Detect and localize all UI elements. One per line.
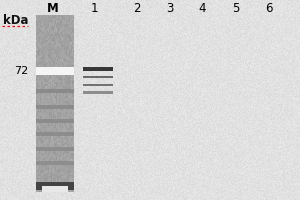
Text: M: M: [46, 2, 58, 16]
Bar: [82, 67, 112, 71]
Bar: [42, 186, 68, 192]
Text: 2: 2: [133, 2, 140, 16]
Text: 1: 1: [91, 2, 98, 16]
Bar: [36, 132, 74, 136]
Text: 4: 4: [199, 2, 206, 16]
Bar: [82, 84, 112, 86]
Bar: [36, 105, 74, 109]
Bar: [36, 182, 74, 190]
Text: kDa: kDa: [3, 15, 29, 27]
Text: 3: 3: [166, 2, 173, 16]
Bar: [36, 67, 74, 75]
Text: 6: 6: [265, 2, 272, 16]
Bar: [36, 161, 74, 165]
Bar: [82, 76, 112, 78]
Text: 5: 5: [232, 2, 239, 16]
Bar: [82, 91, 112, 94]
Bar: [36, 147, 74, 151]
Bar: [36, 15, 74, 192]
Bar: [36, 119, 74, 123]
Text: 72: 72: [14, 66, 28, 76]
Bar: [36, 89, 74, 93]
